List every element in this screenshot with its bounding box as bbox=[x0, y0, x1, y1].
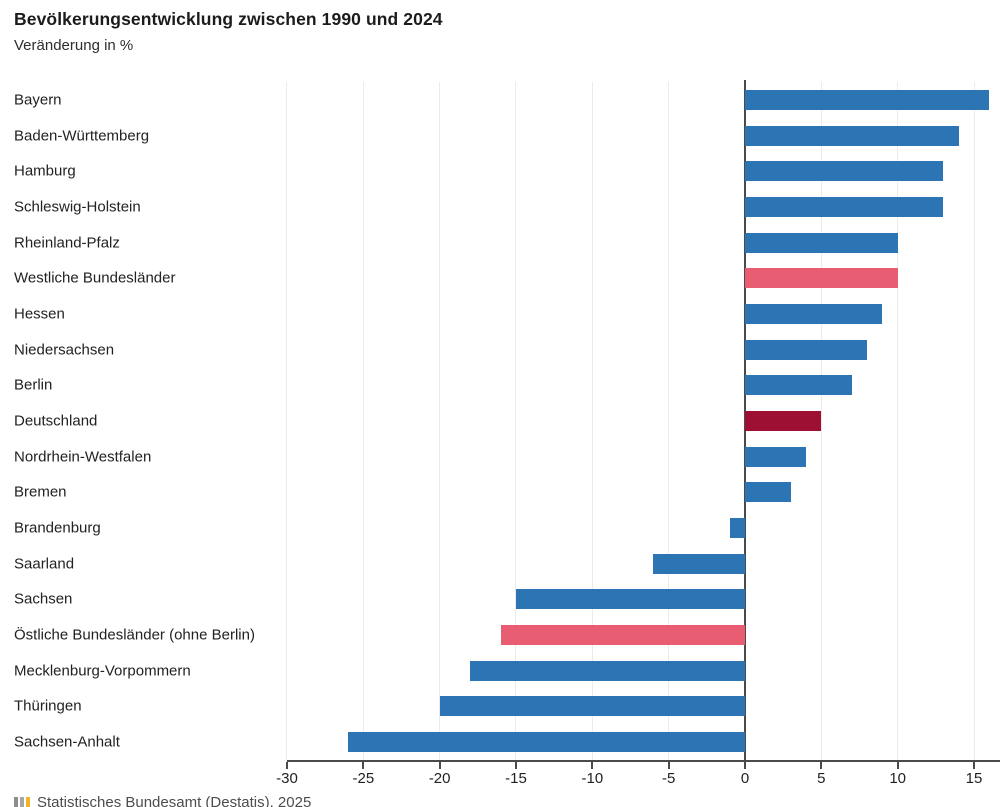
x-tick-label: 0 bbox=[740, 770, 750, 787]
category-label: Sachsen bbox=[14, 590, 73, 608]
category-label: Westliche Bundesländer bbox=[14, 269, 176, 287]
x-tick-label: 15 bbox=[965, 770, 983, 787]
category-label: Mecklenburg-Vorpommern bbox=[14, 662, 191, 680]
x-tick-mark bbox=[285, 762, 288, 769]
gridline-x-25 bbox=[362, 82, 364, 760]
category-label: Baden-Württemberg bbox=[14, 127, 150, 145]
source-credit-text: Statistisches Bundesamt (Destatis), 2025 bbox=[37, 794, 312, 807]
chart-bar[interactable] bbox=[500, 625, 745, 646]
chart-title: Bevölkerungsentwicklung zwischen 1990 un… bbox=[14, 9, 443, 29]
source-credit: Statistisches Bundesamt (Destatis), 2025 bbox=[14, 794, 311, 807]
x-tick-label: 5 bbox=[817, 770, 826, 787]
chart-bar[interactable] bbox=[745, 303, 883, 324]
chart-bar[interactable] bbox=[470, 660, 745, 681]
destatis-logo bbox=[14, 794, 30, 807]
category-label: Sachsen-Anhalt bbox=[14, 733, 120, 751]
category-label: Berlin bbox=[14, 376, 53, 394]
chart-bar[interactable] bbox=[515, 589, 745, 610]
x-tick-mark bbox=[820, 762, 823, 769]
x-tick-mark bbox=[667, 762, 670, 769]
category-label: Saarland bbox=[14, 555, 75, 573]
category-label: Östliche Bundesländer (ohne Berlin) bbox=[14, 626, 255, 644]
category-label: Thüringen bbox=[14, 697, 82, 715]
chart-bar[interactable] bbox=[745, 161, 944, 182]
x-tick-mark bbox=[896, 762, 899, 769]
chart-bar[interactable] bbox=[745, 268, 898, 289]
chart-bar[interactable] bbox=[745, 196, 944, 217]
chart-bar[interactable] bbox=[653, 553, 745, 574]
x-tick-label: -25 bbox=[352, 770, 375, 787]
chart-bar[interactable] bbox=[439, 696, 745, 717]
gridline-x-15 bbox=[515, 82, 517, 760]
chart-bar[interactable] bbox=[745, 411, 822, 431]
x-tick-label: -20 bbox=[428, 770, 451, 787]
chart-bar[interactable] bbox=[729, 518, 745, 539]
category-label: Bayern bbox=[14, 91, 62, 109]
chart-bar[interactable] bbox=[348, 732, 745, 753]
chart-bar[interactable] bbox=[745, 375, 852, 396]
chart-bar[interactable] bbox=[745, 339, 868, 360]
category-label: Hamburg bbox=[14, 162, 76, 180]
chart-bar[interactable] bbox=[745, 232, 898, 253]
category-label: Bremen bbox=[14, 483, 67, 501]
x-tick-label: -5 bbox=[661, 770, 676, 787]
category-label: Rheinland-Pfalz bbox=[14, 234, 120, 252]
chart-bar[interactable] bbox=[745, 446, 807, 467]
chart-bar[interactable] bbox=[745, 482, 791, 503]
gridline-x-20 bbox=[439, 82, 441, 760]
x-tick-mark bbox=[973, 762, 975, 769]
x-tick-label: 10 bbox=[889, 770, 906, 787]
gridline-x-5 bbox=[668, 82, 670, 760]
gridline-x-10 bbox=[591, 82, 593, 760]
x-tick-label: -30 bbox=[276, 770, 298, 787]
category-label: Niedersachsen bbox=[14, 341, 115, 359]
x-tick-mark bbox=[591, 762, 594, 769]
category-label: Schleswig-Holstein bbox=[14, 198, 141, 216]
gridline-x10 bbox=[897, 82, 899, 760]
x-tick-mark bbox=[744, 762, 746, 769]
x-axis-line bbox=[286, 760, 1000, 762]
category-label: Nordrhein-Westfalen bbox=[14, 448, 152, 466]
gridline-x15 bbox=[973, 82, 975, 760]
x-tick-label: -10 bbox=[581, 770, 604, 787]
chart-subtitle: Veränderung in % bbox=[14, 37, 134, 54]
chart-bar[interactable] bbox=[745, 89, 990, 110]
gridline-x-30 bbox=[286, 82, 288, 760]
gridline-x5 bbox=[820, 82, 822, 760]
x-tick-mark bbox=[438, 762, 441, 769]
x-tick-label: -15 bbox=[505, 770, 527, 787]
category-label: Deutschland bbox=[14, 412, 98, 430]
chart-bar[interactable] bbox=[745, 125, 959, 146]
x-tick-mark bbox=[362, 762, 365, 769]
category-label: Brandenburg bbox=[14, 519, 101, 537]
x-tick-mark bbox=[514, 762, 517, 769]
category-label: Hessen bbox=[14, 305, 65, 323]
